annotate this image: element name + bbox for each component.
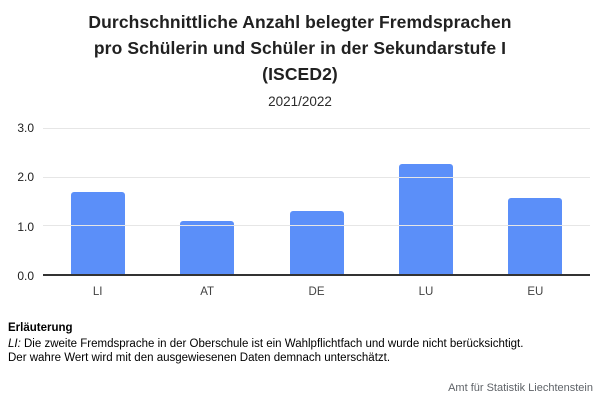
x-label-li: LI: [92, 286, 103, 298]
bar-de: [289, 211, 344, 274]
footnote-li-prefix: LI:: [8, 337, 21, 350]
y-tick-label-3.0: 3.0: [17, 121, 34, 135]
x-label-eu: EU: [527, 286, 544, 298]
y-axis: 0.0 1.0 2.0 3.0: [0, 122, 43, 282]
footnote-line-2: Der wahre Wert wird mit den ausgewiesene…: [8, 352, 391, 364]
chart-title: Durchschnittliche Anzahl belegter Fremds…: [0, 0, 600, 87]
x-label-de: DE: [308, 286, 325, 298]
gridline-3.0: [43, 128, 590, 129]
x-label-lu: LU: [418, 286, 434, 298]
x-axis: LI AT DE LU EU: [43, 286, 590, 298]
y-tick-label-1.0: 1.0: [17, 219, 34, 234]
bar-slot-at: [152, 128, 261, 274]
gridline-1.0: [43, 225, 590, 227]
bars-container: [43, 128, 590, 274]
plot-area: [43, 128, 590, 276]
bar-li: [70, 192, 125, 274]
footnote-heading: Erläuterung: [8, 322, 73, 334]
y-tick-label-0.0: 0.0: [17, 269, 34, 283]
bar-slot-li: [43, 128, 152, 274]
chart-title-line-2: pro Schülerin und Schüler in der Sekunda…: [93, 38, 507, 58]
bar-slot-lu: [371, 128, 480, 274]
source-attribution: Amt für Statistik Liechtenstein: [448, 382, 593, 394]
bar-slot-de: [262, 128, 371, 274]
footnote: Erläuterung LI: Die zweite Fremdsprache …: [8, 321, 592, 366]
gridline-2.0: [43, 176, 590, 178]
bar-at: [180, 221, 235, 274]
x-label-at: AT: [200, 286, 215, 298]
chart-title-line-1: Durchschnittliche Anzahl belegter Fremds…: [88, 12, 512, 32]
y-tick-label-2.0: 2.0: [17, 170, 34, 185]
bar-chart: 0.0 1.0 2.0 3.0: [0, 122, 590, 282]
bar-eu: [508, 197, 563, 274]
footnote-line-1-text: Die zweite Fremdsprache in der Oberschul…: [20, 337, 524, 350]
bar-lu: [398, 163, 453, 274]
chart-subtitle: 2021/2022: [268, 94, 332, 109]
chart-title-line-3: (ISCED2): [262, 64, 338, 84]
bar-slot-eu: [481, 128, 590, 274]
footnote-line-1: LI: Die zweite Fremdsprache in der Obers…: [8, 337, 592, 352]
